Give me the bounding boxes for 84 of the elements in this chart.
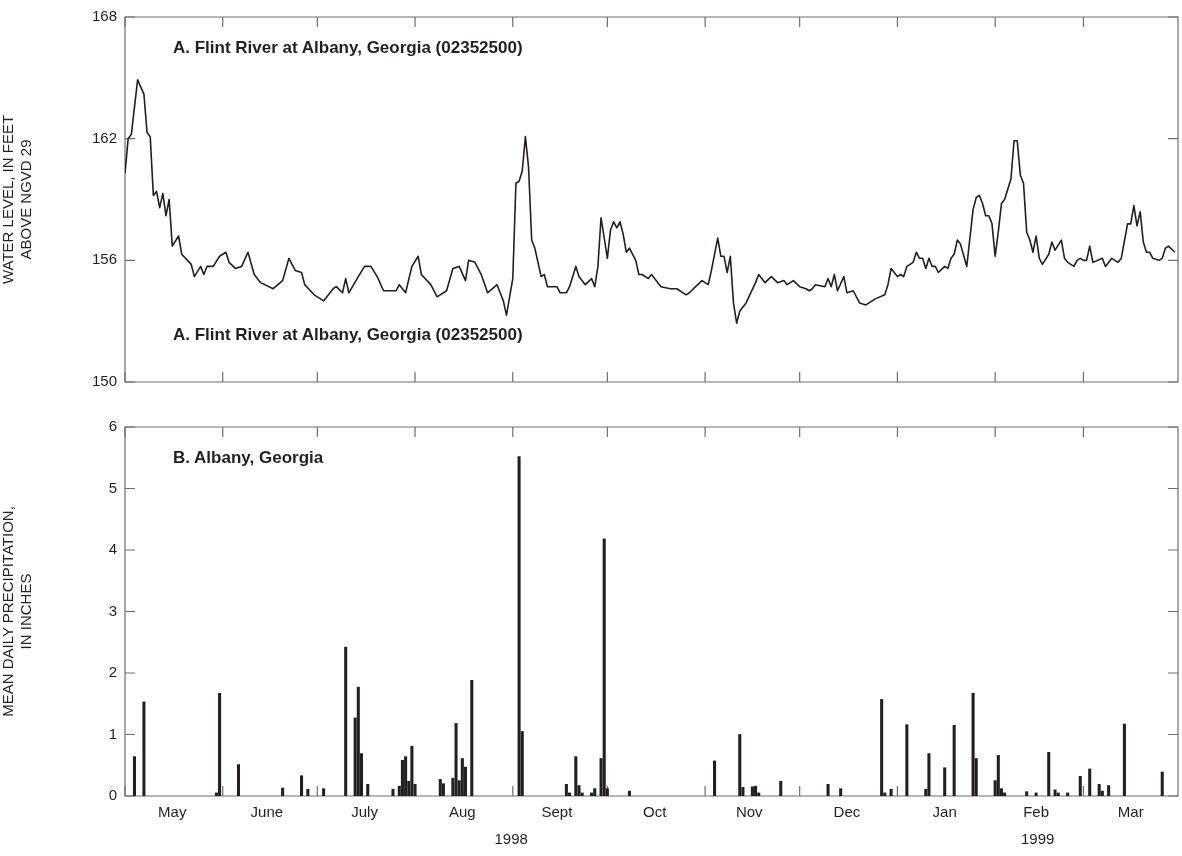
bar: [590, 792, 594, 796]
bar: [1160, 771, 1164, 796]
text: 1999: [1021, 830, 1055, 848]
bar: [952, 724, 956, 796]
bar: [1003, 792, 1007, 796]
bar: [713, 760, 717, 796]
bar: [281, 787, 285, 796]
bar: [218, 692, 222, 796]
bar: [1053, 789, 1057, 796]
bar: [1107, 785, 1111, 796]
x-tick-label: Oct: [642, 803, 668, 821]
y-tick-label: 4: [108, 540, 117, 558]
bar: [142, 701, 146, 796]
bar: [400, 760, 404, 796]
bar: [839, 788, 843, 796]
bar: [750, 786, 754, 796]
text: A. Flint River at Albany, Georgia (02352500): [173, 37, 523, 57]
bar: [454, 723, 458, 796]
bar: [738, 734, 742, 796]
bar: [300, 775, 304, 796]
y-axis-title: WATER LEVEL, IN FEET ABOVE NGVD 29: [0, 114, 35, 285]
bar: [132, 756, 136, 796]
y-tick-label: 150: [91, 372, 117, 390]
bar: [627, 790, 631, 796]
bar: [366, 783, 370, 796]
bar: [1025, 791, 1029, 796]
x-tick-label: May: [158, 803, 187, 821]
y-tick-label: 6: [108, 417, 117, 435]
bar: [574, 756, 578, 796]
y-tick-label: 3: [108, 601, 117, 619]
bar: [470, 680, 474, 796]
bar: [344, 646, 348, 796]
bar: [1088, 768, 1092, 796]
bar: [889, 788, 893, 796]
y-tick-label: 5: [108, 478, 117, 496]
bar: [971, 692, 975, 796]
bar: [927, 753, 931, 796]
x-tick-label: Mar: [1117, 803, 1144, 821]
bar: [391, 788, 395, 796]
y-tick-label: 168: [91, 7, 117, 25]
bar: [593, 788, 597, 796]
bar: [356, 686, 360, 796]
bar: [322, 788, 326, 796]
bar: [779, 780, 783, 796]
bar: [517, 456, 521, 796]
x-tick-label: Sept: [541, 803, 574, 821]
x-tick-label: Feb: [1023, 803, 1050, 821]
bar: [602, 538, 606, 796]
y-tick-label: 0: [108, 786, 117, 804]
bar: [1047, 752, 1051, 796]
y-tick-label: 2: [108, 663, 117, 681]
bar: [441, 783, 445, 796]
bar: [460, 758, 464, 796]
text: B. Albany, Georgia: [173, 447, 324, 467]
bar: [236, 764, 241, 796]
x-tick-label: Nov: [735, 803, 764, 821]
x-tick-label: July: [351, 803, 379, 821]
annotation: A. Flint River at Albany, Georgia (02352500): [173, 324, 523, 344]
bar: [996, 755, 1000, 796]
bar: [404, 756, 408, 796]
bar: [1034, 792, 1038, 796]
x-tick-label: June: [250, 803, 284, 821]
bar: [410, 745, 414, 796]
bar: [438, 779, 442, 796]
bar: [1056, 792, 1060, 796]
bar: [880, 699, 884, 796]
bar: [943, 767, 947, 796]
bar: [306, 788, 310, 796]
bar: [1122, 723, 1126, 796]
y-tick-label: 1: [108, 724, 117, 742]
bar: [905, 724, 909, 796]
y-tick-label: 156: [91, 250, 117, 268]
x-tick-label: Jan: [932, 803, 957, 821]
bar: [564, 783, 568, 796]
text: 1998: [494, 830, 528, 848]
y-axis-title: MEAN DAILY PRECIPITATION, IN INCHES: [0, 506, 35, 717]
y-tick-label: 162: [91, 128, 117, 146]
bar: [1078, 775, 1082, 796]
bar: [754, 785, 758, 796]
bar: [826, 783, 830, 796]
bar: [1066, 792, 1070, 796]
x-tick-label: Dec: [833, 803, 861, 821]
x-tick-label: Aug: [448, 803, 476, 821]
bar: [1097, 783, 1101, 796]
